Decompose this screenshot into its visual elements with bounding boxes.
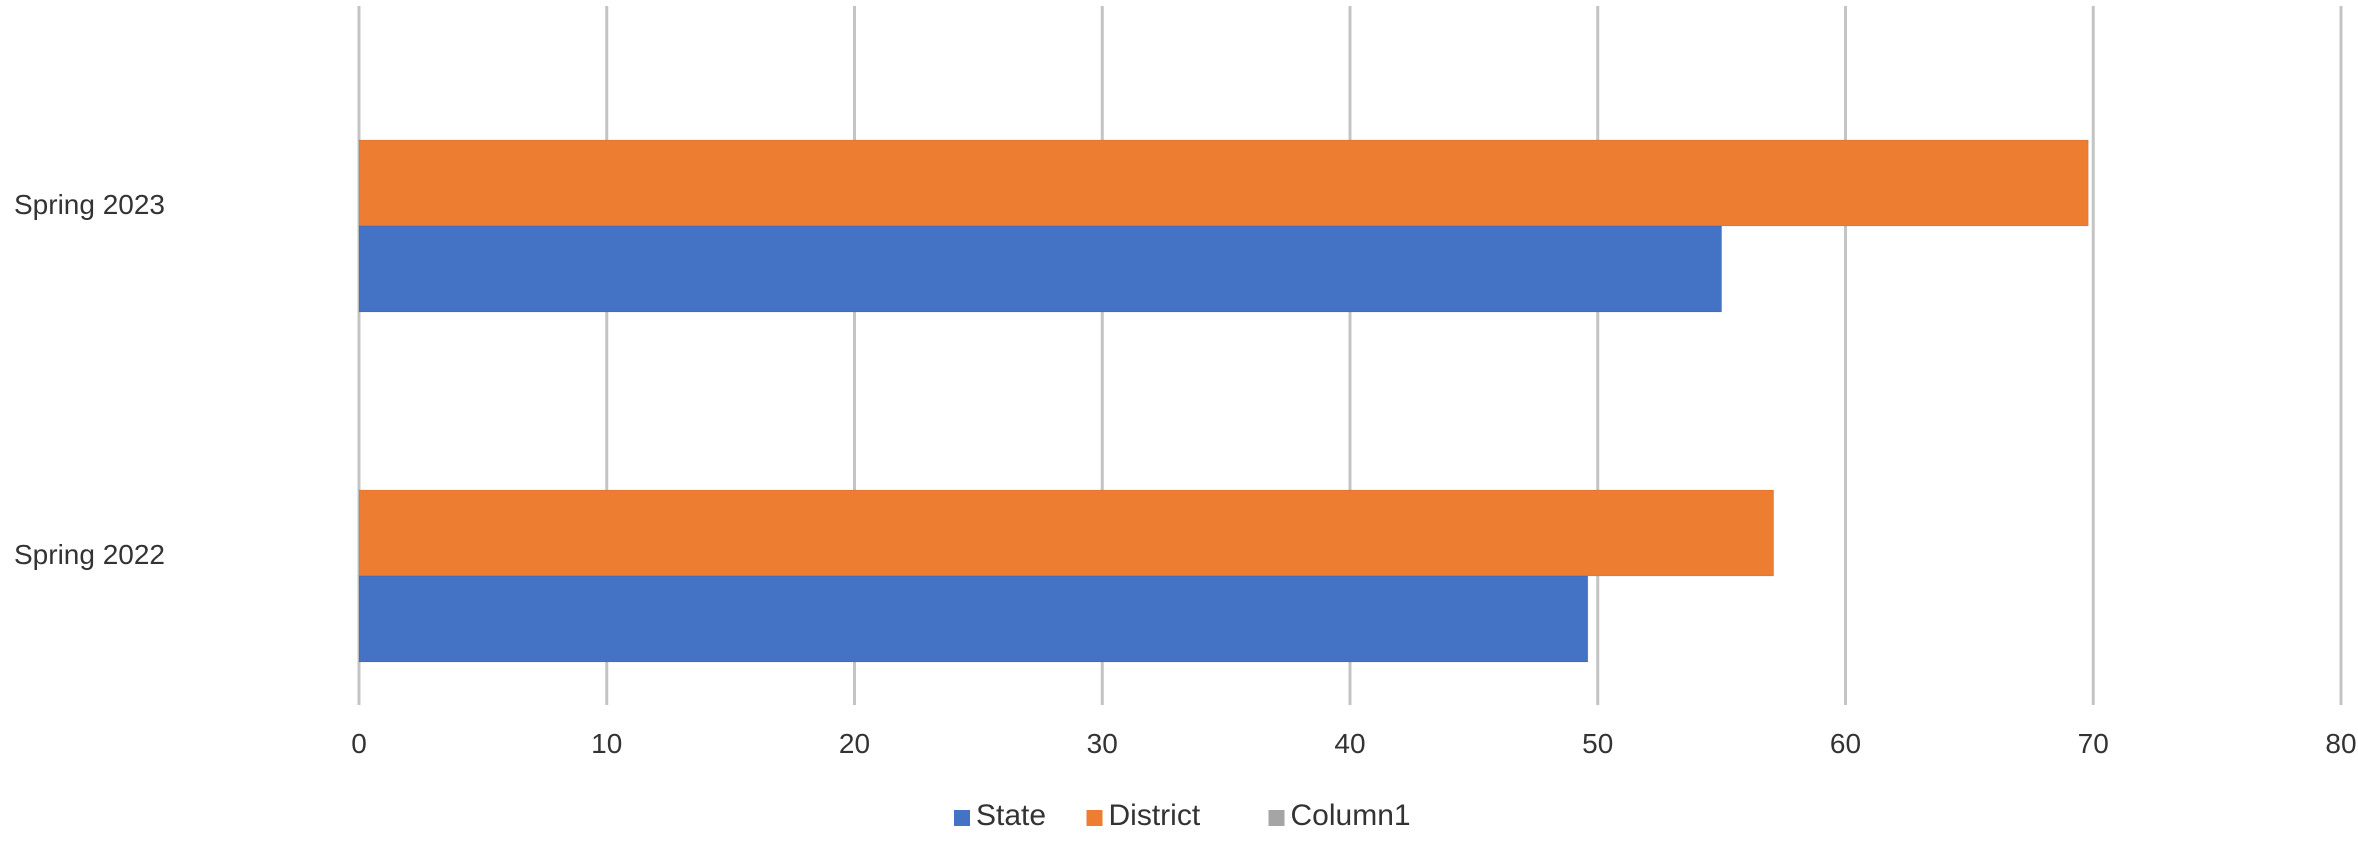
legend-swatch	[954, 810, 970, 826]
x-axis: 0 10 20 30 40 50 60 70 80	[351, 728, 2356, 759]
x-tick-label: 10	[591, 728, 622, 759]
x-tick-label: 50	[1582, 728, 1613, 759]
x-tick-label: 40	[1334, 728, 1365, 759]
x-tick-label: 20	[839, 728, 870, 759]
x-tick-label: 0	[351, 728, 367, 759]
legend-swatch	[1268, 810, 1285, 826]
category-label: Spring 2022	[14, 539, 165, 570]
legend-swatch	[1086, 810, 1103, 826]
legend-label: State	[976, 799, 1046, 832]
x-tick-label: 60	[1830, 728, 1861, 759]
x-tick-label: 80	[2325, 728, 2356, 759]
category-labels: Spring 2023 Spring 2022	[14, 189, 165, 570]
bar-district	[358, 139, 2089, 227]
legend: State District Column1	[954, 799, 1411, 832]
bars	[358, 139, 2089, 663]
legend-label: District	[1109, 799, 1201, 832]
bar-state	[358, 225, 1723, 313]
x-tick-label: 70	[2078, 728, 2109, 759]
category-label: Spring 2023	[14, 189, 165, 220]
bar-state	[358, 575, 1589, 663]
legend-label: Column1	[1291, 799, 1411, 832]
bar-district	[358, 489, 1775, 577]
x-tick-label: 30	[1087, 728, 1118, 759]
gridlines	[357, 6, 2343, 705]
